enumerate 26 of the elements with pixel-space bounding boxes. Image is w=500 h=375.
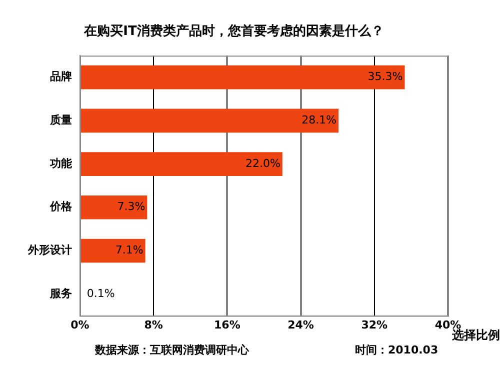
x-tick-label: 0% [70,318,90,332]
source-note: 数据来源：互联网消费调研中心 [94,343,250,356]
bar [80,108,339,133]
y-tick-label: 品牌 [50,70,72,84]
text: 时间：2010.03 [355,343,438,356]
y-tick-label: 外形设计 [27,244,72,257]
chart-title: 在购买IT消费类产品时，您首要考虑的因素是什么？ [83,23,384,40]
y-tick-label: 质量 [49,114,72,127]
bar [80,195,148,220]
y-tick-label: 功能 [49,156,73,170]
data-label: 28.1% [302,114,337,127]
x-tick-label: 8% [144,318,163,332]
y-tick-label: 服务 [49,286,72,300]
data-label: 35.3% [368,70,403,84]
bar [80,238,146,263]
data-label: 7.3% [117,200,146,214]
bar [80,65,405,90]
x-axis-title: 选择比例 [451,328,500,342]
x-tick-label: 32% [361,318,388,332]
y-tick-label: 价格 [49,200,73,214]
bar [80,152,282,176]
data-label: 22.0% [245,156,280,170]
x-tick-label: 24% [288,318,314,332]
data-label: 7.1% [115,244,144,257]
x-tick-label: 16% [214,318,240,332]
data-label: 0.1% [86,286,115,300]
